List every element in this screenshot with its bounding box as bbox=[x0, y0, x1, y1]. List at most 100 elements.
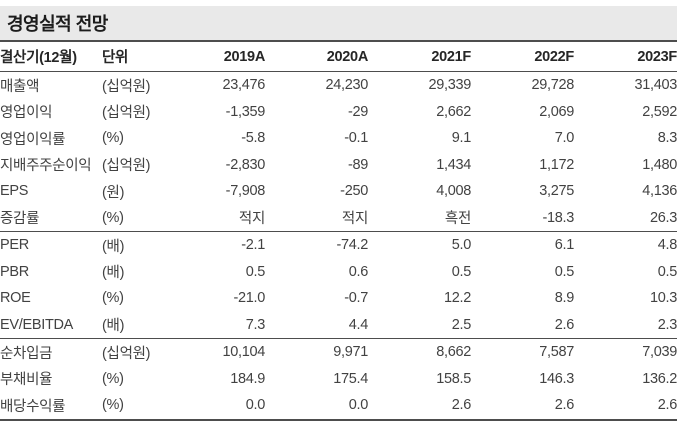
cell-value: 0.6 bbox=[348, 263, 368, 280]
row-unit: (십억원) bbox=[102, 158, 151, 175]
row-unit: (%) bbox=[102, 370, 124, 387]
cell-value: 158.5 bbox=[436, 370, 471, 387]
cell-value: 1,480 bbox=[642, 156, 677, 173]
row-label: 배당수익률 bbox=[0, 398, 66, 415]
cell-value: 146.3 bbox=[539, 370, 574, 387]
cell-value: 2,069 bbox=[539, 103, 574, 120]
table-header-row: 결산기(12월) 단위 2019A 2020A 2021F 2022F 2023… bbox=[0, 42, 677, 72]
row-label: 부채비율 bbox=[0, 372, 53, 389]
cell-value: 10,104 bbox=[222, 344, 265, 361]
cell-value: 0.5 bbox=[245, 263, 265, 280]
cell-value: 8.9 bbox=[554, 290, 574, 307]
cell-value: 9,971 bbox=[333, 344, 368, 361]
cell-value: 9.1 bbox=[451, 130, 471, 147]
cell-value: 1,172 bbox=[539, 156, 574, 173]
table-row: 배당수익률 (%) 0.0 0.0 2.6 2.6 2.6 bbox=[0, 392, 677, 420]
cell-value: 4,008 bbox=[436, 183, 471, 200]
row-unit: (배) bbox=[102, 238, 125, 255]
table-row: 지배주주순이익 (십억원) -2,830 -89 1,434 1,172 1,4… bbox=[0, 152, 677, 179]
cell-value: 적지 bbox=[265, 204, 368, 232]
cell-value: 2.6 bbox=[554, 397, 574, 414]
cell-value: 흑전 bbox=[368, 204, 471, 232]
financial-forecast-table: 결산기(12월) 단위 2019A 2020A 2021F 2022F 2023… bbox=[0, 42, 677, 421]
cell-value: 1,434 bbox=[436, 156, 471, 173]
cell-value: -5.8 bbox=[241, 130, 265, 147]
row-label: ROE bbox=[0, 290, 31, 307]
cell-value: -0.7 bbox=[344, 290, 368, 307]
cell-value: 4,136 bbox=[642, 183, 677, 200]
cell-value: 24,230 bbox=[325, 77, 368, 94]
cell-value: 31,403 bbox=[634, 77, 677, 94]
header-2023F: 2023F bbox=[574, 42, 677, 72]
cell-value: 2.6 bbox=[471, 311, 574, 339]
cell-value: 7.3 bbox=[162, 311, 265, 339]
cell-value: 2,592 bbox=[642, 103, 677, 120]
financial-report-snippet: 경영실적 전망 결산기(12월) 단위 2019A 2020A 2021F 20… bbox=[0, 6, 680, 426]
cell-value: 적지 bbox=[162, 204, 265, 232]
cell-value: 29,728 bbox=[531, 77, 574, 94]
table-row: EV/EBITDA (배) 7.3 4.4 2.5 2.6 2.3 bbox=[0, 311, 677, 339]
header-2022F: 2022F bbox=[471, 42, 574, 72]
row-unit: (십억원) bbox=[102, 78, 151, 95]
row-label: 영업이익 bbox=[0, 105, 53, 122]
row-label: 지배주주순이익 bbox=[0, 158, 92, 175]
cell-value: 26.3 bbox=[574, 204, 677, 232]
row-unit: (원) bbox=[102, 184, 125, 201]
row-label: 영업이익률 bbox=[0, 131, 66, 148]
header-fiscal-period: 결산기(12월) bbox=[0, 42, 102, 72]
table-title: 경영실적 전망 bbox=[7, 14, 108, 34]
cell-value: 7,039 bbox=[642, 344, 677, 361]
cell-value: 2.5 bbox=[368, 311, 471, 339]
cell-value: -2,830 bbox=[225, 156, 265, 173]
row-label: 순차입금 bbox=[0, 345, 53, 362]
cell-value: 2.6 bbox=[451, 397, 471, 414]
cell-value: 12.2 bbox=[443, 290, 471, 307]
table-body: 매출액 (십억원) 23,476 24,230 29,339 29,728 31… bbox=[0, 72, 677, 420]
cell-value: 29,339 bbox=[428, 77, 471, 94]
cell-value: 8,662 bbox=[436, 344, 471, 361]
row-unit: (%) bbox=[102, 397, 124, 414]
row-unit: (배) bbox=[102, 311, 162, 339]
cell-value: 4.4 bbox=[265, 311, 368, 339]
table-row: PBR (배) 0.5 0.6 0.5 0.5 0.5 bbox=[0, 259, 677, 286]
header-2019A: 2019A bbox=[162, 42, 265, 72]
cell-value: -29 bbox=[347, 103, 368, 120]
cell-value: 175.4 bbox=[333, 370, 368, 387]
cell-value: 6.1 bbox=[554, 237, 574, 254]
cell-value: 7,587 bbox=[539, 344, 574, 361]
cell-value: 0.5 bbox=[657, 263, 677, 280]
cell-value: 0.0 bbox=[348, 397, 368, 414]
table-row: 순차입금 (십억원) 10,104 9,971 8,662 7,587 7,03… bbox=[0, 339, 677, 366]
row-unit: (십억원) bbox=[102, 345, 151, 362]
cell-value: -250 bbox=[340, 183, 368, 200]
table-row: 영업이익 (십억원) -1,359 -29 2,662 2,069 2,592 bbox=[0, 99, 677, 126]
row-unit: (십억원) bbox=[102, 105, 151, 122]
row-unit: (%) bbox=[102, 130, 124, 147]
cell-value: 2,662 bbox=[436, 103, 471, 120]
cell-value: 2.3 bbox=[574, 311, 677, 339]
header-2020A: 2020A bbox=[265, 42, 368, 72]
cell-value: -74.2 bbox=[336, 237, 368, 254]
row-label: EV/EBITDA bbox=[0, 311, 102, 339]
row-label: EPS bbox=[0, 183, 29, 200]
table-row: 매출액 (십억원) 23,476 24,230 29,339 29,728 31… bbox=[0, 72, 677, 99]
cell-value: -18.3 bbox=[471, 204, 574, 232]
cell-value: 23,476 bbox=[222, 77, 265, 94]
cell-value: -21.0 bbox=[233, 290, 265, 307]
cell-value: 2.6 bbox=[657, 397, 677, 414]
cell-value: 8.3 bbox=[657, 130, 677, 147]
row-label: 증감률 bbox=[0, 204, 102, 232]
cell-value: 7.0 bbox=[554, 130, 574, 147]
table-row: 영업이익률 (%) -5.8 -0.1 9.1 7.0 8.3 bbox=[0, 125, 677, 152]
header-2021F: 2021F bbox=[368, 42, 471, 72]
cell-value: -89 bbox=[347, 156, 368, 173]
cell-value: -1,359 bbox=[225, 103, 265, 120]
row-unit: (%) bbox=[102, 290, 124, 307]
table-row: PER (배) -2.1 -74.2 5.0 6.1 4.8 bbox=[0, 232, 677, 259]
cell-value: 10.3 bbox=[649, 290, 677, 307]
row-label: 매출액 bbox=[0, 78, 40, 95]
table-row: ROE (%) -21.0 -0.7 12.2 8.9 10.3 bbox=[0, 285, 677, 312]
cell-value: 4.8 bbox=[657, 237, 677, 254]
table-row: EPS (원) -7,908 -250 4,008 3,275 4,136 bbox=[0, 178, 677, 205]
cell-value: 3,275 bbox=[539, 183, 574, 200]
